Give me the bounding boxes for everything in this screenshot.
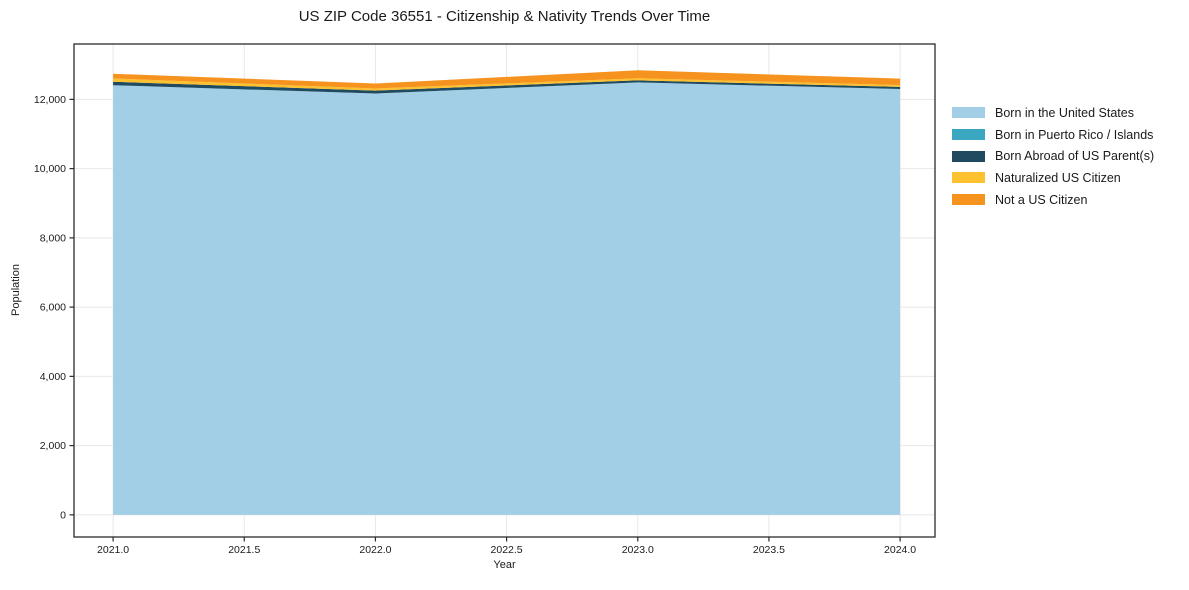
x-tick-label: 2021.5 [228, 544, 260, 556]
legend-label: Born in Puerto Rico / Islands [995, 127, 1154, 142]
legend-label: Naturalized US Citizen [995, 170, 1121, 185]
legend: Born in the United States Born in Puerto… [952, 102, 1154, 210]
y-tick-label: 10,000 [34, 163, 66, 175]
area-series-0 [113, 82, 901, 515]
y-tick-label: 4,000 [40, 371, 66, 383]
legend-swatch-born-in-puerto-rico [952, 129, 985, 141]
legend-item: Born in the United States [952, 102, 1154, 124]
legend-swatch-born-in-us [952, 107, 985, 119]
legend-label: Born Abroad of US Parent(s) [995, 149, 1155, 164]
x-tick-label: 2023.0 [622, 544, 654, 556]
x-tick-label: 2021.0 [97, 544, 129, 556]
area-series-4 [113, 70, 901, 89]
legend-label: Born in the United States [995, 105, 1134, 120]
area-series-3 [113, 78, 901, 91]
legend-item: Naturalized US Citizen [952, 167, 1154, 189]
x-tick-label: 2022.0 [359, 544, 391, 556]
chart-title: US ZIP Code 36551 - Citizenship & Nativi… [298, 8, 711, 25]
legend-swatch-not-citizen [952, 194, 985, 206]
plot-area: 2021.0 2021.5 2022.0 2022.5 2023.0 2023.5 2024… [34, 43, 936, 556]
y-axis-label: Population [10, 264, 22, 316]
legend-item: Not a US Citizen [952, 189, 1154, 211]
x-tick-label: 2024.0 [884, 544, 916, 556]
legend-swatch-born-abroad [952, 150, 985, 162]
y-tick-label: 6,000 [40, 302, 66, 314]
legend-item: Born in Puerto Rico / Islands [952, 124, 1154, 146]
y-tick-label: 2,000 [40, 440, 66, 452]
legend-label: Not a US Citizen [995, 192, 1088, 207]
legend-swatch-naturalized [952, 172, 985, 184]
y-tick-label: 12,000 [34, 94, 66, 106]
plot-border [73, 43, 936, 538]
area-series-2 [113, 80, 901, 94]
x-axis-label: Year [493, 559, 516, 571]
x-tick-label: 2023.5 [753, 544, 785, 556]
legend-item: Born Abroad of US Parent(s) [952, 145, 1154, 167]
y-tick-label: 0 [60, 509, 66, 521]
y-tick-label: 8,000 [40, 232, 66, 244]
x-tick-label: 2022.5 [491, 544, 523, 556]
